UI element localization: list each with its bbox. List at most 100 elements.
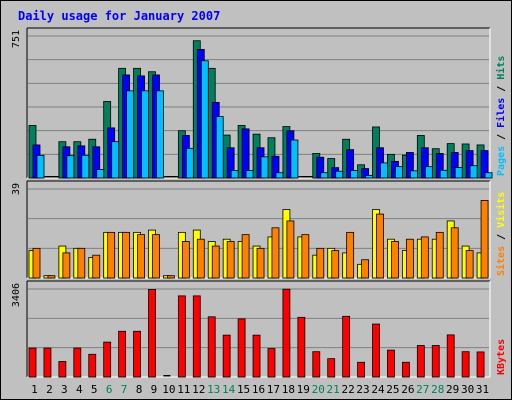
- bar-sites-day-7: [122, 231, 131, 279]
- bar-files-day-27: [420, 147, 429, 179]
- bar-sites-day-3: [62, 252, 71, 279]
- bar-sites-day-16: [256, 247, 265, 279]
- chart-title: Daily usage for January 2007: [18, 9, 220, 23]
- bar-sites-day-26: [405, 238, 414, 279]
- bar-kbytes-day-10-zero: [163, 375, 171, 377]
- x-tick-label-7: 7: [121, 383, 128, 396]
- bar-files-day-23: [361, 168, 369, 179]
- bar-pages-day-16: [260, 156, 269, 179]
- x-tick-label-14: 14: [222, 383, 236, 396]
- x-tick-label-20: 20: [312, 383, 325, 396]
- bar-kbytes-day-11: [177, 295, 186, 378]
- bar-pages-day-7: [126, 90, 135, 179]
- bar-sites-day-18: [286, 220, 295, 279]
- bar-files-day-31: [480, 150, 489, 179]
- x-tick-label-4: 4: [76, 383, 83, 396]
- x-tick-label-15: 15: [237, 383, 250, 396]
- bar-kbytes-day-15: [237, 318, 246, 378]
- bar-pages-day-5: [96, 169, 105, 179]
- panel-bottom-legend: KBytes: [496, 339, 507, 375]
- bar-sites-day-8: [137, 234, 145, 279]
- bar-hits-day-19-zero: [297, 176, 305, 178]
- bar-files-day-29: [450, 152, 459, 179]
- bar-sites-day-2: [47, 275, 56, 279]
- x-tick-label-10: 10: [162, 383, 175, 396]
- bar-kbytes-day-25: [387, 349, 395, 378]
- y-axis-max-label: 39: [11, 183, 22, 195]
- x-tick-label-2: 2: [46, 383, 53, 396]
- bar-kbytes-day-21: [327, 358, 336, 378]
- bar-pages-day-14: [230, 170, 239, 179]
- bar-pages-day-9: [156, 90, 164, 179]
- legend-item: Pages: [496, 146, 507, 176]
- bar-sites-day-24: [376, 213, 384, 279]
- bar-kbytes-day-3: [58, 361, 67, 378]
- bar-sites-day-30: [465, 250, 474, 279]
- x-tick-label-19: 19: [297, 383, 310, 396]
- bar-sites-day-21: [331, 250, 340, 279]
- bar-sites-day-10: [167, 275, 175, 279]
- bar-sites-day-31: [480, 200, 489, 279]
- panel-top-legend: Pages / Files / Hits: [495, 56, 507, 176]
- bar-sites-day-14: [226, 241, 235, 279]
- x-tick-label-13: 13: [207, 383, 220, 396]
- legend-item: KBytes: [496, 339, 507, 375]
- bar-kbytes-day-18: [282, 288, 291, 378]
- bar-kbytes-day-6: [103, 341, 112, 378]
- bar-kbytes-day-31: [476, 351, 485, 378]
- legend-item: Visits: [495, 192, 507, 234]
- bar-pages-day-22: [350, 170, 359, 179]
- x-tick-label-26: 26: [401, 383, 414, 396]
- bar-sites-day-15: [241, 234, 250, 279]
- bar-files-day-26: [405, 152, 414, 179]
- bar-pages-day-20: [320, 172, 329, 179]
- bar-kbytes-day-17: [267, 348, 276, 378]
- x-tick-label-30: 30: [461, 383, 474, 396]
- bar-sites-day-6: [107, 231, 116, 279]
- bar-sites-day-20: [316, 247, 325, 279]
- x-tick-label-23: 23: [356, 383, 369, 396]
- bar-files-day-15: [241, 128, 250, 179]
- bar-pages-day-3: [66, 155, 75, 179]
- x-tick-label-6: 6: [106, 383, 113, 396]
- x-tick-label-24: 24: [371, 383, 385, 396]
- panel-middle-legend: Sites / Visits: [495, 192, 507, 276]
- x-tick-label-3: 3: [61, 383, 68, 396]
- bar-sites-day-23: [361, 259, 369, 279]
- panel-bottom: 3406 KBytes: [11, 280, 507, 378]
- x-tick-label-21: 21: [327, 383, 340, 396]
- bar-files-day-14: [226, 147, 235, 179]
- bar-pages-day-29: [454, 167, 463, 179]
- x-tick-label-5: 5: [91, 383, 98, 396]
- bar-pages-day-26: [409, 170, 418, 179]
- x-tick-label-22: 22: [341, 383, 354, 396]
- bar-files-day-5: [92, 146, 101, 179]
- x-tick-label-18: 18: [282, 383, 295, 396]
- bar-pages-day-8: [141, 90, 149, 179]
- legend-item: Files: [495, 98, 507, 134]
- bar-kbytes-day-1: [28, 347, 37, 378]
- bar-pages-day-30: [469, 165, 478, 179]
- bar-pages-day-12: [200, 60, 209, 179]
- bar-sites-day-12: [196, 238, 205, 279]
- bar-files-day-22: [346, 149, 355, 179]
- bar-pages-day-24: [380, 162, 388, 179]
- bar-kbytes-day-22: [342, 315, 351, 378]
- bar-kbytes-day-8: [133, 330, 141, 378]
- bar-kbytes-day-20: [312, 351, 321, 378]
- bar-files-day-2-zero: [47, 176, 55, 178]
- x-tick-label-31: 31: [476, 383, 489, 396]
- bar-sites-day-13: [211, 245, 220, 279]
- bar-sites-day-28: [435, 231, 444, 279]
- x-tick-label-27: 27: [416, 383, 429, 396]
- bar-sites-day-27: [420, 236, 429, 279]
- bar-kbytes-day-5: [88, 353, 97, 378]
- x-tick-label-28: 28: [431, 383, 444, 396]
- bar-files-day-10-zero: [167, 176, 175, 178]
- bar-pages-day-10-zero: [171, 176, 179, 178]
- bar-kbytes-day-26: [401, 361, 410, 378]
- bar-pages-day-17: [275, 172, 284, 179]
- bar-files-day-28: [435, 153, 444, 179]
- x-tick-label-29: 29: [446, 383, 459, 396]
- bar-sites-day-22: [346, 231, 355, 279]
